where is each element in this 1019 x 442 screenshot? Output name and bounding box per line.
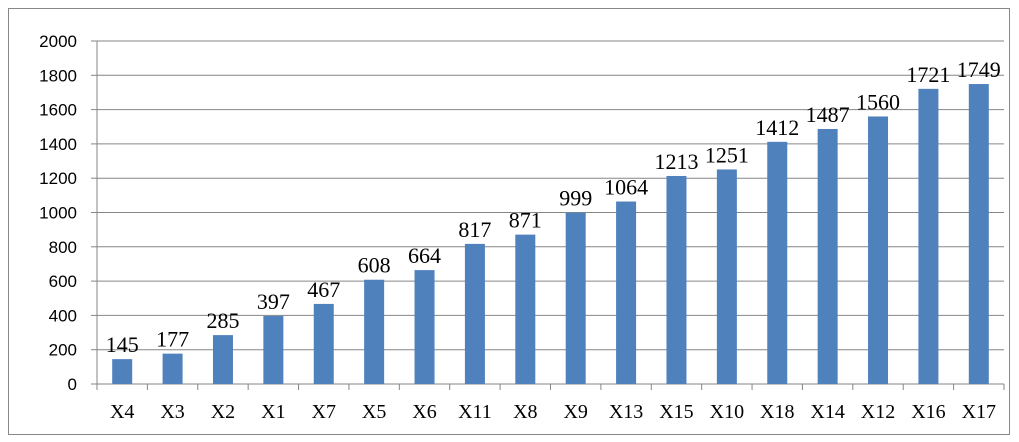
bar (162, 353, 183, 384)
data-label: 999 (559, 186, 592, 211)
x-tick-label: X6 (412, 401, 436, 423)
y-tick-label: 400 (49, 306, 77, 325)
data-label: 397 (257, 289, 290, 314)
y-tick-label: 1000 (39, 204, 77, 223)
bar (313, 303, 334, 384)
data-label: 1560 (856, 89, 900, 114)
data-label: 664 (408, 243, 441, 268)
x-tick-label: X5 (362, 401, 386, 423)
x-tick-label: X13 (609, 401, 643, 423)
data-label: 145 (106, 332, 139, 357)
x-tick-label: X12 (861, 401, 895, 423)
data-label: 1064 (604, 175, 648, 200)
bar (364, 279, 385, 384)
bar (868, 116, 889, 385)
y-tick-label: 800 (49, 238, 77, 257)
x-tick-label: X11 (458, 401, 492, 423)
x-tick-label: X17 (962, 401, 996, 423)
bar (716, 169, 737, 384)
bar (263, 315, 284, 384)
y-tick-label: 200 (49, 341, 77, 360)
bar (918, 88, 939, 384)
bar (565, 212, 586, 384)
x-tick-label: X7 (312, 401, 336, 423)
data-label: 1749 (957, 57, 1001, 82)
y-tick-label: 2000 (39, 32, 77, 51)
bar (464, 243, 485, 384)
data-label: 871 (509, 208, 542, 233)
bar (817, 128, 838, 384)
y-tick-label: 1600 (39, 101, 77, 120)
y-tick-label: 600 (49, 272, 77, 291)
bar (666, 175, 687, 384)
data-label: 1721 (906, 62, 950, 87)
data-label: 467 (307, 277, 340, 302)
bar (212, 335, 233, 384)
data-label: 285 (206, 308, 239, 333)
y-tick-label: 1200 (39, 169, 77, 188)
y-tick-label: 0 (68, 375, 77, 394)
y-tick-label: 1400 (39, 135, 77, 154)
x-tick-label: X10 (710, 401, 744, 423)
x-tick-label: X14 (810, 401, 844, 423)
bar (515, 234, 536, 384)
y-tick-label: 1800 (39, 66, 77, 85)
x-tick-label: X1 (261, 401, 285, 423)
bar (767, 141, 788, 384)
data-label: 817 (458, 217, 491, 242)
data-label: 1412 (755, 115, 799, 140)
data-label: 1251 (705, 142, 749, 167)
x-tick-label: X16 (911, 401, 945, 423)
x-tick-label: X8 (513, 401, 537, 423)
x-tick-label: X15 (659, 401, 693, 423)
bar (112, 359, 133, 384)
x-tick-label: X9 (563, 401, 587, 423)
bar (616, 201, 637, 384)
data-label: 177 (156, 327, 189, 352)
bar (414, 270, 435, 384)
x-tick-label: X3 (160, 401, 184, 423)
x-tick-label: X2 (211, 401, 235, 423)
x-tick-label: X4 (110, 401, 134, 423)
data-label: 608 (358, 253, 391, 278)
x-tick-label: X18 (760, 401, 794, 423)
data-label: 1487 (806, 102, 850, 127)
data-label: 1213 (654, 149, 698, 174)
bar (968, 84, 989, 384)
